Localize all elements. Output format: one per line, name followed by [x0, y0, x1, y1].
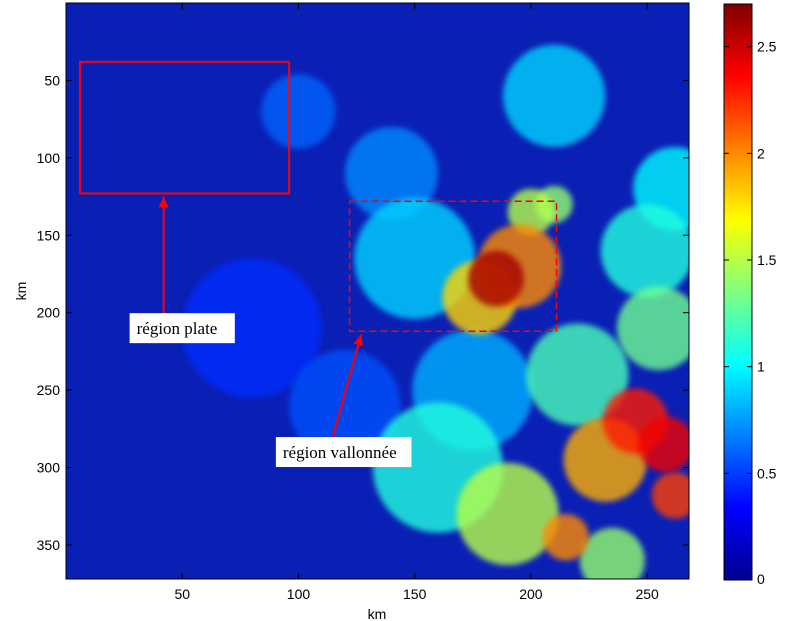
y-tick-label: 150 — [37, 227, 61, 243]
region-arrow-line — [331, 334, 363, 438]
x-axis-ticks: 50 100 150 200 250 — [174, 3, 659, 602]
heatmap-hot-spot — [261, 74, 336, 149]
y-tick-label: 300 — [37, 460, 61, 476]
heatmap-intensity-layer — [182, 44, 689, 579]
heatmap-hot-spot — [468, 250, 524, 307]
heatmap-hot-spot — [182, 258, 322, 398]
y-axis-ticks: 50 100 150 200 250 300 350 — [37, 72, 689, 553]
heatmap-hot-spot — [456, 462, 559, 566]
colorbar-tick-label: 1 — [757, 359, 765, 375]
region-label: région vallonnée — [283, 443, 397, 462]
colorbar-tick-label: 2.5 — [757, 39, 777, 55]
heatmap-hot-spot — [507, 188, 555, 236]
y-tick-label: 350 — [37, 537, 61, 553]
heatmap-hot-spot — [616, 286, 689, 370]
heatmap-hot-spot — [637, 416, 689, 473]
y-axis-label: km — [13, 282, 29, 301]
heatmap-hot-spot — [526, 323, 629, 426]
y-tick-label: 50 — [44, 72, 60, 88]
heatmap-hot-spot — [503, 44, 606, 148]
heatmap-hot-spot — [542, 513, 590, 561]
region-label: région plate — [137, 319, 218, 338]
colorbar-tick-label: 1.5 — [757, 252, 777, 268]
x-tick-label: 50 — [174, 586, 190, 602]
y-tick-label: 200 — [37, 305, 61, 321]
plot-frame — [65, 2, 690, 580]
colorbar-tick-label: 2 — [757, 145, 765, 161]
region-arrow-head — [353, 334, 364, 347]
colorbar-tick-label: 0.5 — [757, 465, 777, 481]
x-tick-label: 100 — [287, 586, 311, 602]
region-label-box — [129, 313, 235, 344]
heatmap-hot-spot — [651, 472, 689, 519]
x-tick-label: 150 — [403, 586, 427, 602]
colorbar — [723, 3, 753, 581]
x-tick-label: 250 — [635, 586, 659, 602]
y-tick-label: 100 — [37, 150, 61, 166]
y-tick-label: 250 — [37, 382, 61, 398]
colorbar-ticks: 0 0.5 1 1.5 2 2.5 — [724, 39, 777, 587]
colorbar-tick-label: 0 — [757, 571, 765, 587]
region-annotations: région plate région vallonnée — [78, 60, 558, 468]
region-box-vallonnee — [348, 200, 558, 333]
heatmap-hot-spot — [289, 349, 401, 462]
region-arrow-head — [158, 196, 169, 208]
x-tick-label: 200 — [519, 586, 543, 602]
heatmap-hot-spot — [600, 204, 689, 298]
heatmap-hot-spot — [579, 527, 645, 579]
heatmap-hot-spot — [344, 126, 438, 220]
x-axis-label: km — [368, 606, 387, 621]
region-box-plate — [78, 60, 291, 195]
region-label-box — [275, 437, 412, 468]
